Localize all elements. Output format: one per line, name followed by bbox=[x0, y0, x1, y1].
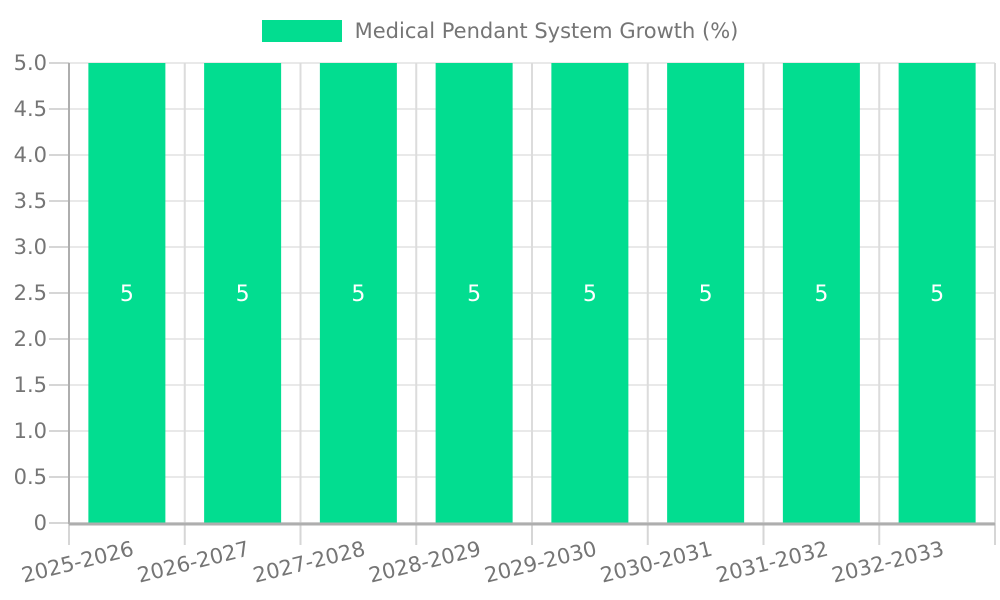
legend-swatch bbox=[261, 20, 342, 42]
bar-value-label: 5 bbox=[467, 282, 481, 307]
y-tick-label: 3.0 bbox=[14, 235, 47, 259]
x-tick-label: 2030-2031 bbox=[598, 537, 715, 588]
x-tick-label: 2025-2026 bbox=[19, 537, 136, 588]
bar bbox=[551, 63, 629, 523]
x-tick-label: 2026-2027 bbox=[135, 537, 252, 588]
bar-value-label: 5 bbox=[814, 282, 828, 307]
y-tick-label: 2.5 bbox=[14, 281, 47, 305]
y-tick-label: 0 bbox=[34, 511, 47, 535]
y-tick-label: 0.5 bbox=[14, 465, 47, 489]
bar-value-label: 5 bbox=[236, 282, 250, 307]
y-tick-label: 1.0 bbox=[14, 419, 47, 443]
x-tick-label: 2032-2033 bbox=[829, 537, 946, 588]
x-tick-label: 2028-2029 bbox=[366, 537, 483, 588]
bar-value-label: 5 bbox=[583, 282, 597, 307]
bar-value-label: 5 bbox=[120, 282, 134, 307]
x-tick-label: 2031-2032 bbox=[714, 537, 831, 588]
y-tick-label: 4.5 bbox=[14, 97, 47, 121]
bar bbox=[898, 63, 976, 523]
y-tick-label: 5.0 bbox=[14, 51, 47, 75]
bar-value-label: 5 bbox=[699, 282, 713, 307]
x-tick-label: 2029-2030 bbox=[482, 537, 599, 588]
bar bbox=[204, 63, 282, 523]
bar bbox=[782, 63, 860, 523]
bar-value-label: 5 bbox=[351, 282, 365, 307]
bar-value-label: 5 bbox=[930, 282, 944, 307]
legend-label: Medical Pendant System Growth (%) bbox=[354, 19, 739, 43]
y-tick-label: 2.0 bbox=[14, 327, 47, 351]
bar bbox=[435, 63, 513, 523]
bar bbox=[667, 63, 745, 523]
bar bbox=[319, 63, 397, 523]
y-tick-label: 1.5 bbox=[14, 373, 47, 397]
y-tick-label: 3.5 bbox=[14, 189, 47, 213]
bar bbox=[88, 63, 166, 523]
x-tick-label: 2027-2028 bbox=[251, 537, 368, 588]
chart-legend: Medical Pendant System Growth (%) bbox=[0, 20, 1000, 42]
y-tick-label: 4.0 bbox=[14, 143, 47, 167]
